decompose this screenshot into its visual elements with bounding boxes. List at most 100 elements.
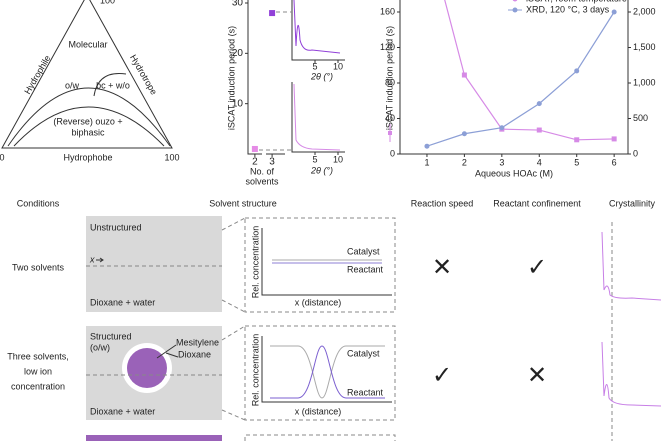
tick-label: 10 xyxy=(333,61,343,71)
axis-label: Hydrophile xyxy=(22,54,52,96)
header: Conditions xyxy=(17,198,60,208)
tick-label: 40 xyxy=(385,113,395,123)
middle-chart: 5 10 2θ (°) 5 10 2θ (°) iSCAT induction … xyxy=(226,0,345,186)
condition: low ion xyxy=(24,366,52,376)
speed-mark: ✕ xyxy=(432,253,452,281)
droplet-label: Mesitylene xyxy=(176,337,219,347)
table: Conditions Solvent structure Reaction sp… xyxy=(7,198,661,441)
tick-label: 10 xyxy=(333,154,343,164)
point xyxy=(424,143,430,149)
tick-label: 5 xyxy=(312,61,317,71)
profile-axis-label: x (distance) xyxy=(295,406,342,416)
tick-label: 0 xyxy=(390,148,395,158)
tick: 0 xyxy=(0,152,5,162)
profile-label: Catalyst xyxy=(347,246,380,256)
tick-label: 500 xyxy=(633,113,648,123)
axis-label: Hydrophobe xyxy=(63,152,112,162)
tick-label: 2 xyxy=(462,157,467,167)
connector xyxy=(259,11,292,151)
axis-label: 2θ (°) xyxy=(310,165,333,175)
tick: 100 xyxy=(164,152,179,162)
tick-label: 6 xyxy=(612,157,617,167)
tick-label: 20 xyxy=(232,48,244,59)
point xyxy=(536,101,542,107)
axis-label: iSCAT induction period (s) xyxy=(226,26,236,130)
phase-curve xyxy=(7,87,171,147)
right-chart: iSCAT induction period (s) Aqueous HOAc … xyxy=(384,0,629,178)
ternary: 100 0 100 Hydrophobe Hydrophile Hydrotro… xyxy=(0,0,180,162)
tick-label: 1 xyxy=(424,157,429,167)
axis-label: 2θ (°) xyxy=(310,71,333,81)
structure-box xyxy=(86,216,222,312)
profile-axes xyxy=(261,336,392,403)
phase-curve xyxy=(13,106,165,147)
tick-label: 2 xyxy=(252,157,258,168)
profile-label: Reactant xyxy=(347,264,384,274)
region-label: bc + w/o xyxy=(96,80,130,90)
confinement-mark: ✓ xyxy=(527,253,547,281)
series-line xyxy=(444,0,615,141)
tick-label: 10 xyxy=(232,98,244,109)
point xyxy=(251,145,258,152)
point xyxy=(269,10,276,17)
tick: 100 xyxy=(100,0,115,5)
tick-label: 3 xyxy=(499,157,504,167)
confinement-mark: ✕ xyxy=(527,361,547,389)
inset-axes xyxy=(291,82,345,153)
legend-label: XRD, 120 °C, 3 days xyxy=(526,4,610,14)
axis-label: No. of xyxy=(250,166,275,176)
axis-marker: x xyxy=(89,254,95,264)
structure-label: Structured xyxy=(90,331,132,341)
xrd-curve xyxy=(601,231,661,301)
droplet-label: Dioxane xyxy=(178,349,211,359)
region-label: (Reverse) ouzo + xyxy=(53,116,122,126)
series-line xyxy=(426,11,615,147)
speed-mark: ✓ xyxy=(432,361,452,389)
condition: Two solvents xyxy=(12,262,65,272)
connector xyxy=(221,217,246,313)
point xyxy=(499,125,505,131)
inset-axes xyxy=(291,0,345,61)
condition: concentration xyxy=(11,381,65,391)
axis-label: Aqueous HOAc (M) xyxy=(475,168,553,178)
axis-label: solvents xyxy=(245,176,279,186)
tick-label: 30 xyxy=(232,0,244,9)
tick-label: 120 xyxy=(380,42,395,52)
solvent-label: Dioxane + water xyxy=(90,406,155,416)
plot-area xyxy=(424,0,617,149)
legend-key xyxy=(388,131,392,135)
legend-key xyxy=(512,7,518,13)
profile-axis-label: Rel. concentration xyxy=(250,334,260,407)
solvent-label: Dioxane + water xyxy=(90,297,155,307)
header: Solvent structure xyxy=(209,198,277,208)
profile-panel xyxy=(244,434,396,441)
tick-label: 80 xyxy=(385,77,395,87)
point xyxy=(461,72,467,78)
tick-label: 2,000 xyxy=(633,6,656,16)
header: Crystallinity xyxy=(609,198,656,208)
condition: Three solvents, xyxy=(7,351,69,361)
arrow xyxy=(96,257,104,263)
tick-label: 1,500 xyxy=(633,42,656,52)
inset-curve xyxy=(293,83,341,151)
point xyxy=(574,68,580,74)
axes xyxy=(399,0,629,155)
tick-label: 5 xyxy=(574,157,579,167)
header: Reactant confinement xyxy=(493,198,581,208)
profile-panel xyxy=(244,217,396,313)
phase-curve xyxy=(93,72,127,97)
point xyxy=(574,137,580,143)
point xyxy=(461,131,467,137)
profile-axis-label: Rel. concentration xyxy=(250,226,260,299)
leader xyxy=(156,344,179,359)
axis-label: Hydrotrope xyxy=(128,53,159,97)
tick-label: 0 xyxy=(633,148,638,158)
structure-label: Unstructured xyxy=(90,222,142,232)
region-label: o/w xyxy=(65,80,80,90)
profile-axes xyxy=(261,228,392,296)
catalyst-line xyxy=(270,345,385,399)
legend-label: iSCAT, room temperature xyxy=(526,0,627,3)
xrd-curve xyxy=(601,341,661,407)
tick-label: 4 xyxy=(537,157,542,167)
